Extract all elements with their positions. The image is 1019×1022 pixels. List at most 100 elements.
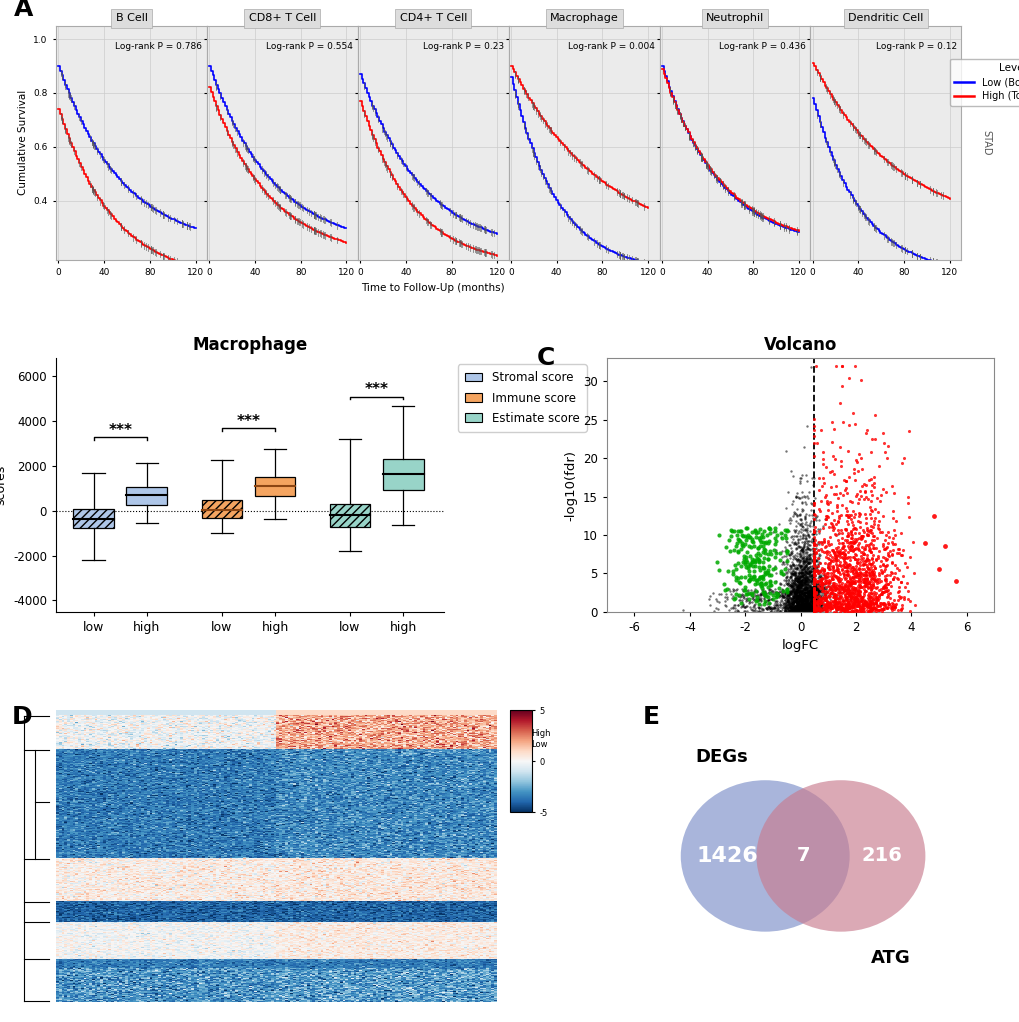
- Point: [785, 536, 801, 552]
- Point: [801, 591, 817, 607]
- Point: [784, 571, 800, 588]
- Point: [784, 592, 800, 608]
- Point: [732, 589, 748, 605]
- Point: [848, 602, 864, 618]
- Point: [783, 602, 799, 618]
- Point: [797, 596, 813, 612]
- Point: [784, 596, 800, 612]
- Point: [796, 588, 812, 604]
- Point: [824, 580, 841, 597]
- Point: [805, 573, 821, 590]
- Point: [874, 536, 891, 552]
- Point: [749, 587, 765, 603]
- Point: [781, 576, 797, 593]
- Point: [844, 503, 860, 519]
- Point: [812, 583, 828, 599]
- Point: [787, 584, 803, 600]
- Point: [849, 592, 865, 608]
- Point: [797, 596, 813, 612]
- Point: [802, 599, 818, 615]
- Point: [861, 575, 877, 592]
- Point: [850, 586, 866, 602]
- Point: [805, 603, 821, 619]
- Point: [791, 558, 807, 574]
- Point: [838, 590, 854, 606]
- Point: [806, 557, 822, 573]
- Point: [793, 595, 809, 611]
- Point: [798, 541, 814, 557]
- Point: [801, 602, 817, 618]
- Point: [798, 562, 814, 578]
- Point: [781, 558, 797, 574]
- Point: [860, 574, 876, 591]
- Point: [800, 599, 816, 615]
- Point: [792, 592, 808, 608]
- Text: Log-rank P = 0.554: Log-rank P = 0.554: [266, 42, 353, 51]
- Point: [763, 591, 780, 607]
- Point: [752, 586, 768, 602]
- Point: [783, 541, 799, 557]
- Point: [877, 450, 894, 466]
- Point: [852, 527, 868, 544]
- Point: [791, 600, 807, 616]
- Point: [751, 568, 767, 585]
- Point: [749, 591, 765, 607]
- Point: [870, 595, 887, 611]
- Point: [842, 598, 858, 614]
- Point: [799, 575, 815, 592]
- Point: [766, 580, 783, 597]
- Point: [802, 576, 818, 593]
- Point: [852, 531, 868, 548]
- Point: [830, 599, 847, 615]
- Point: [777, 580, 794, 597]
- Point: [854, 601, 870, 617]
- Point: [847, 567, 863, 584]
- Point: [855, 577, 871, 594]
- Point: [799, 585, 815, 601]
- Point: [841, 543, 857, 559]
- Point: [762, 601, 779, 617]
- Point: [860, 552, 876, 568]
- Point: [815, 587, 832, 603]
- Point: [821, 599, 838, 615]
- Point: [791, 567, 807, 584]
- Point: [843, 513, 859, 529]
- Title: B Cell: B Cell: [115, 13, 148, 24]
- Point: [798, 601, 814, 617]
- Point: [849, 587, 865, 603]
- Point: [846, 579, 862, 596]
- Point: [877, 598, 894, 614]
- Point: [874, 601, 891, 617]
- Point: [824, 585, 841, 601]
- Point: [804, 599, 820, 615]
- Point: [801, 588, 817, 604]
- Point: [788, 585, 804, 601]
- Point: [788, 603, 804, 619]
- Point: [862, 522, 878, 539]
- Point: [863, 602, 879, 618]
- Point: [750, 524, 766, 541]
- Point: [803, 596, 819, 612]
- Point: [759, 588, 775, 604]
- Point: [787, 602, 803, 618]
- Point: [729, 597, 745, 613]
- Point: [802, 591, 818, 607]
- Point: [807, 584, 823, 600]
- Point: [797, 579, 813, 596]
- Point: [846, 541, 862, 557]
- Point: [853, 579, 869, 596]
- Point: [783, 584, 799, 600]
- Point: [812, 600, 828, 616]
- Point: [814, 519, 830, 536]
- Point: [749, 599, 765, 615]
- Point: [754, 554, 770, 570]
- Point: [850, 492, 866, 508]
- Point: [779, 596, 795, 612]
- Point: [802, 502, 818, 518]
- Point: [794, 599, 810, 615]
- Point: [791, 549, 807, 565]
- Point: [842, 591, 858, 607]
- Point: [803, 558, 819, 574]
- Point: [793, 564, 809, 580]
- Point: [804, 582, 820, 598]
